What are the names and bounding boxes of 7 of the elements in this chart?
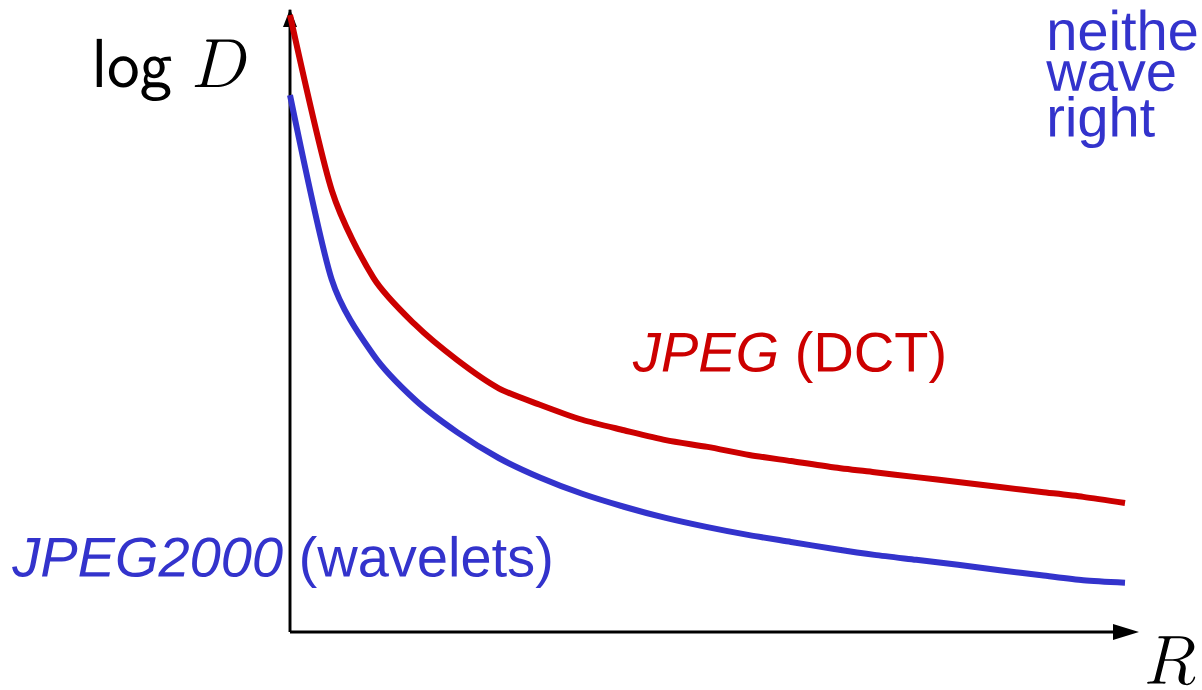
y-axis-title: $\mathsf{log}\ D$ — [96, 38, 247, 102]
annotation: wave — [1046, 60, 1175, 92]
series-label: JPEG (DCT) — [632, 330, 944, 384]
x-axis-title: $R$ — [1147, 636, 1196, 686]
annotation: neithe — [1050, 9, 1197, 51]
annotation: right — [1050, 95, 1155, 149]
series-label: JPEG2000 (wavelets) — [12, 535, 551, 589]
